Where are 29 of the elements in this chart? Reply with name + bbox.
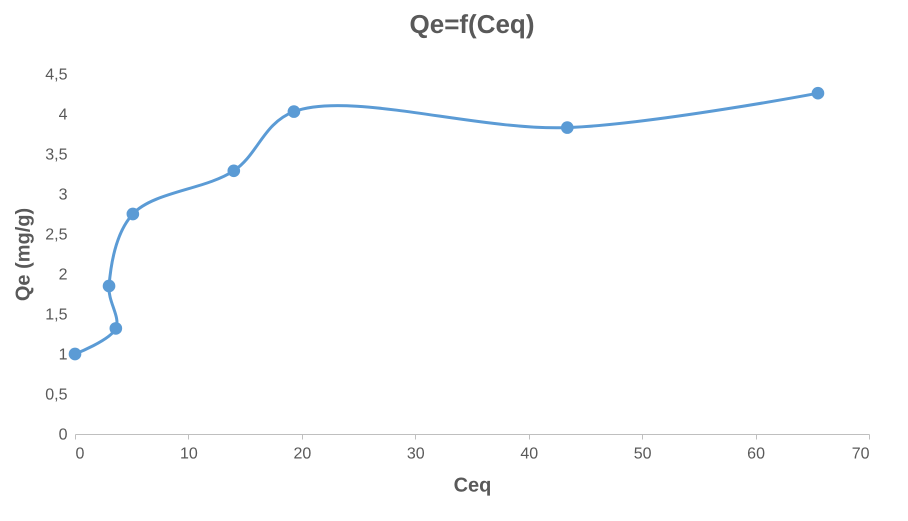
point — [110, 322, 122, 335]
x-tick-label: 50 — [634, 446, 652, 462]
x-tick-label: 20 — [293, 446, 312, 462]
x-tick-label: 70 — [852, 446, 870, 462]
y-tick-label: 4,5 — [45, 66, 68, 84]
point — [126, 208, 140, 220]
point — [560, 121, 574, 134]
point — [227, 164, 240, 178]
point — [68, 348, 82, 360]
y-tick-label: 2 — [58, 266, 68, 284]
x-tick-label: 40 — [520, 446, 538, 462]
point — [102, 280, 116, 292]
y-tick-label: 3,5 — [45, 146, 68, 164]
chart-title: Qe=f(Ceq) — [410, 9, 534, 39]
y-axis-title: Qe (mg/g) — [12, 208, 34, 302]
y-tick-label: 1 — [58, 346, 68, 364]
y-tick-label: 0 — [58, 426, 68, 444]
y-tick-label: 2,5 — [45, 226, 68, 244]
y-tick-label: 3 — [58, 186, 68, 204]
y-tick-label: 4 — [58, 106, 68, 124]
x-tick-label: 0 — [76, 446, 84, 462]
y-tick-label: 0,5 — [45, 386, 68, 404]
point — [288, 105, 300, 118]
x-tick-label: 60 — [747, 446, 766, 462]
x-axis-title: Ceq — [454, 474, 492, 496]
point — [812, 86, 824, 100]
x-tick-label: 30 — [406, 446, 425, 462]
y-tick-label: 1,5 — [45, 306, 68, 324]
x-tick-label: 10 — [180, 446, 198, 462]
